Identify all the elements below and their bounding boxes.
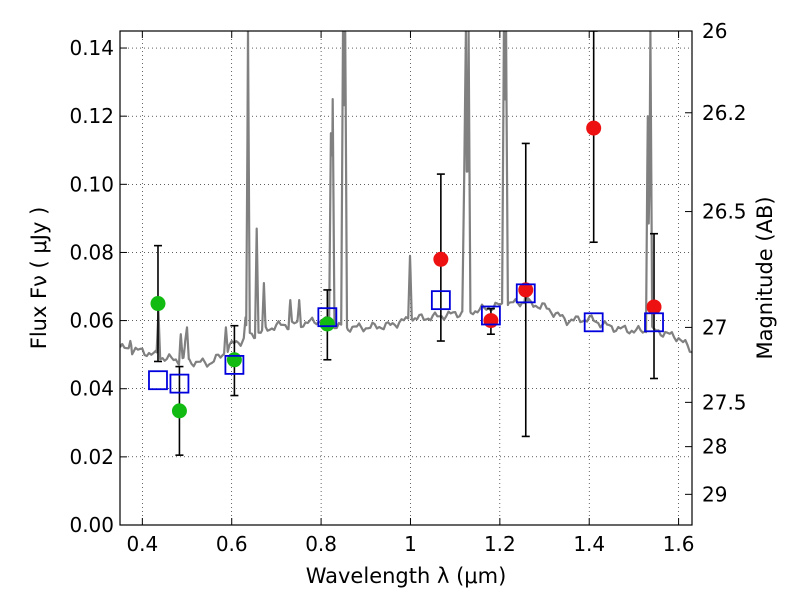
- y-tick-label: 0.04: [69, 377, 114, 401]
- green-data-point: [150, 296, 166, 312]
- plot-background: [120, 31, 692, 525]
- red-data-point: [433, 251, 449, 267]
- model-photometry-square: [317, 307, 338, 328]
- model-photometry-square: [430, 290, 451, 311]
- red-data-point: [646, 299, 662, 315]
- x-tick-label: 0.4: [126, 532, 158, 556]
- y-tick-label: 0.12: [69, 104, 114, 128]
- x-axis-title: Wavelength λ (μm): [306, 564, 507, 588]
- y-tick-label: 0.14: [69, 36, 114, 60]
- y2-tick-label: 27: [702, 315, 727, 339]
- model-photometry-square: [481, 305, 501, 326]
- model-photometry-square: [169, 373, 190, 394]
- red-data-point: [586, 120, 602, 136]
- y-tick-label: 0.02: [69, 445, 114, 469]
- x-tick-label: 1.6: [663, 532, 695, 556]
- y-tick-label: 0.08: [69, 240, 114, 264]
- x-tick-label: 0.6: [216, 532, 248, 556]
- tick-labels: 0.4 0.6 0.8 1 1.2 1.4 1.6 0.00 0.02 0.04 0.06 0.08 0…: [69, 19, 746, 556]
- green-data-point: [319, 316, 335, 332]
- red-data-point: [483, 313, 499, 329]
- model-photometry-square: [224, 354, 245, 375]
- y-tick-label: 0.00: [69, 513, 114, 537]
- y2-tick-label: 28: [702, 435, 727, 459]
- green-data-point: [226, 352, 242, 368]
- spectrum-layer: [120, 31, 692, 368]
- y-tick-label: 0.06: [69, 309, 114, 333]
- ticks: [120, 30, 692, 526]
- y-tick-label: 0.10: [69, 172, 114, 196]
- x-tick-label: 1: [404, 532, 417, 556]
- y2-tick-label: 27.5: [702, 390, 747, 414]
- marker-layer: [148, 120, 664, 419]
- model-photometry-square: [148, 370, 168, 391]
- x-tick-label: 1.4: [573, 532, 605, 556]
- x-tick-label: 0.8: [305, 532, 337, 556]
- plot-frame: [119, 30, 693, 526]
- y2-axis-title: Magnitude (AB): [753, 196, 777, 359]
- y-axis-title: Flux Fν ( μJy ): [27, 207, 51, 350]
- red-data-point: [518, 282, 534, 298]
- model-photometry-square: [644, 312, 664, 333]
- model-photometry-square: [515, 283, 536, 304]
- y2-tick-label: 26: [702, 19, 727, 43]
- x-tick-label: 1.2: [484, 532, 516, 556]
- y2-tick-label: 26.5: [702, 200, 747, 224]
- green-data-point: [171, 403, 187, 419]
- spectrum-line: [120, 31, 692, 368]
- y2-tick-label: 26.2: [702, 101, 747, 125]
- model-photometry-square: [583, 312, 604, 333]
- y2-tick-label: 29: [702, 482, 727, 506]
